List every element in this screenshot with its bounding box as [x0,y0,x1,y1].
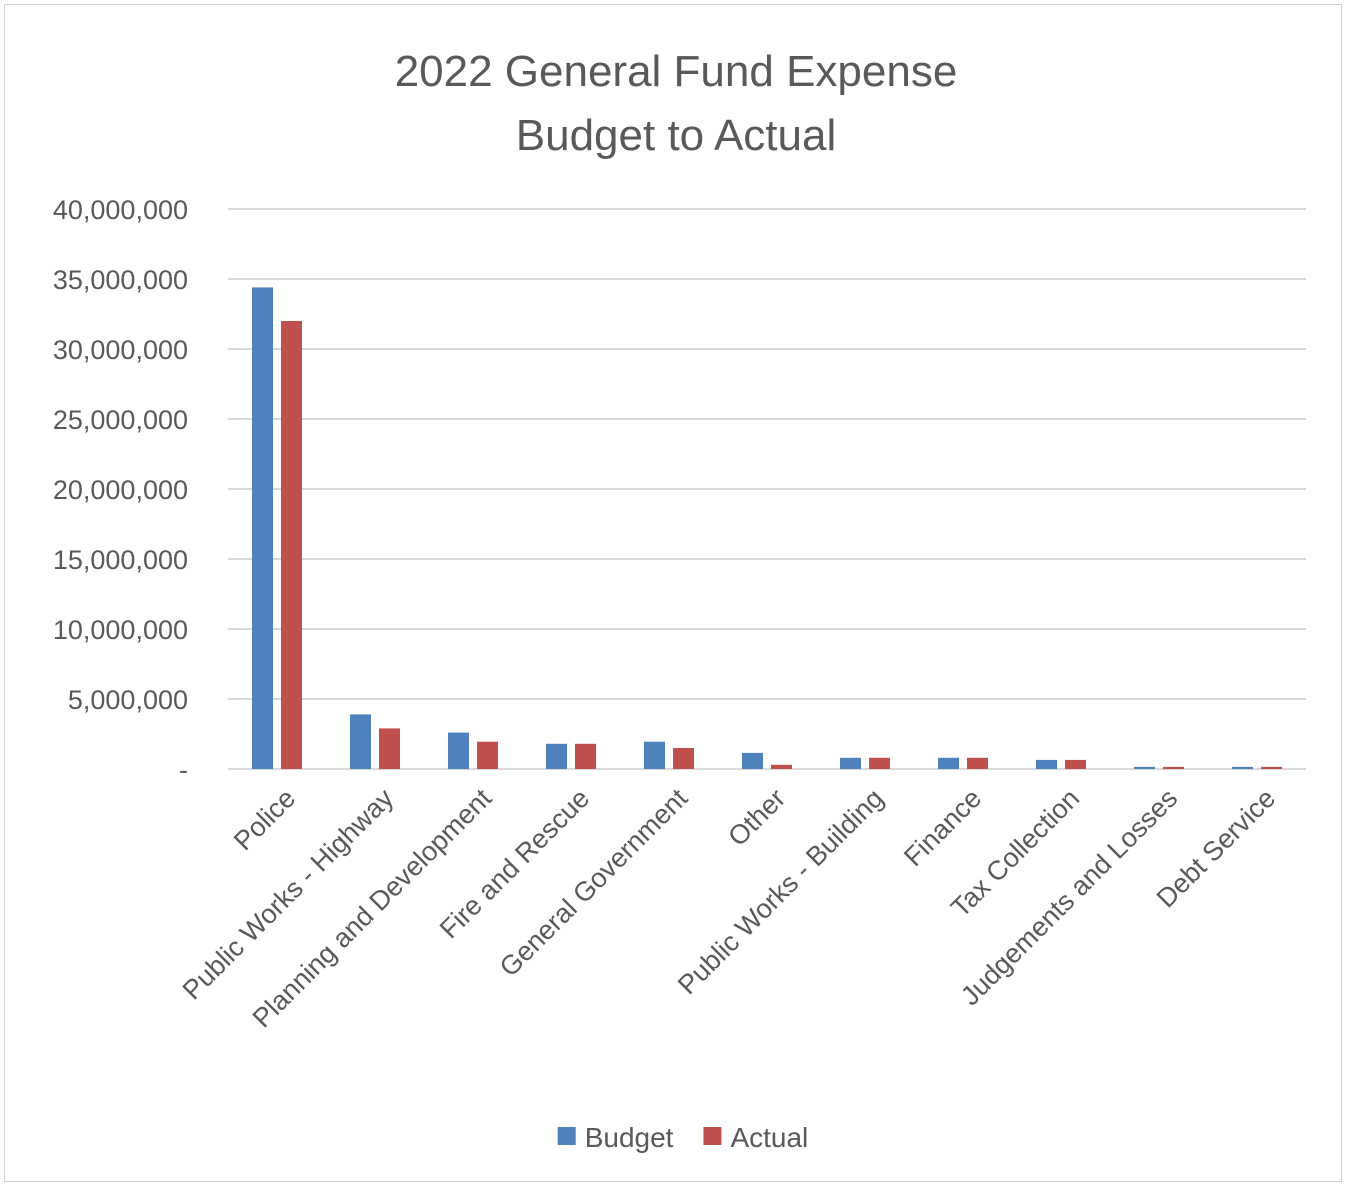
bar-actual [869,757,890,769]
y-tick-label: 40,000,000 [53,195,188,225]
y-tick-label: 25,000,000 [53,405,188,435]
gridlines [228,208,1306,770]
bar-actual [1261,766,1282,769]
bar-budget [252,287,273,769]
bar-budget [546,743,567,769]
bar-budget [1134,766,1155,769]
bar-actual [771,764,792,769]
legend-label: Actual [730,1122,808,1153]
bar-actual [575,743,596,769]
x-category-label: Public Works - Building [672,783,889,1000]
legend-item-actual: Actual [703,1122,808,1153]
y-tick-label: 35,000,000 [53,265,188,295]
legend-swatch [703,1127,722,1145]
chart-title-line-1: 2022 General Fund Expense [395,47,958,96]
y-tick-label: 5,000,000 [68,685,188,715]
legend-swatch [557,1127,576,1145]
y-axis-tick-labels: - 5,000,000 10,000,000 15,000,000 20,000,000… [53,195,188,785]
legend: Budget Actual [557,1122,808,1153]
bar-budget [742,752,763,769]
y-tick-label: 30,000,000 [53,335,188,365]
bar-budget [644,741,665,769]
bar-actual [1065,759,1086,769]
x-category-label: General Government [494,783,694,983]
bar-actual [477,741,498,769]
bar-budget [448,732,469,769]
bar-actual [281,321,302,769]
bars [252,287,1282,769]
y-tick-label: - [179,755,188,785]
chart-title-line-2: Budget to Actual [516,111,836,160]
bar-budget [350,714,371,769]
x-category-label: Finance [898,783,987,872]
bar-budget [1036,759,1057,769]
legend-label: Budget [585,1122,674,1153]
legend-item-budget: Budget [557,1122,674,1153]
bar-actual [673,748,694,769]
x-category-label: Police [228,783,301,856]
bar-actual [967,757,988,769]
x-category-label: Other [722,783,791,852]
y-tick-label: 15,000,000 [53,545,188,575]
bar-actual [1163,766,1184,769]
y-tick-label: 10,000,000 [53,615,188,645]
chart-title: 2022 General Fund Expense Budget to Actu… [395,47,958,160]
chart-frame [4,4,1342,1182]
y-tick-label: 20,000,000 [53,475,188,505]
bar-actual [379,728,400,769]
bar-budget [938,757,959,769]
bar-budget [840,757,861,769]
bar-budget [1232,766,1253,769]
